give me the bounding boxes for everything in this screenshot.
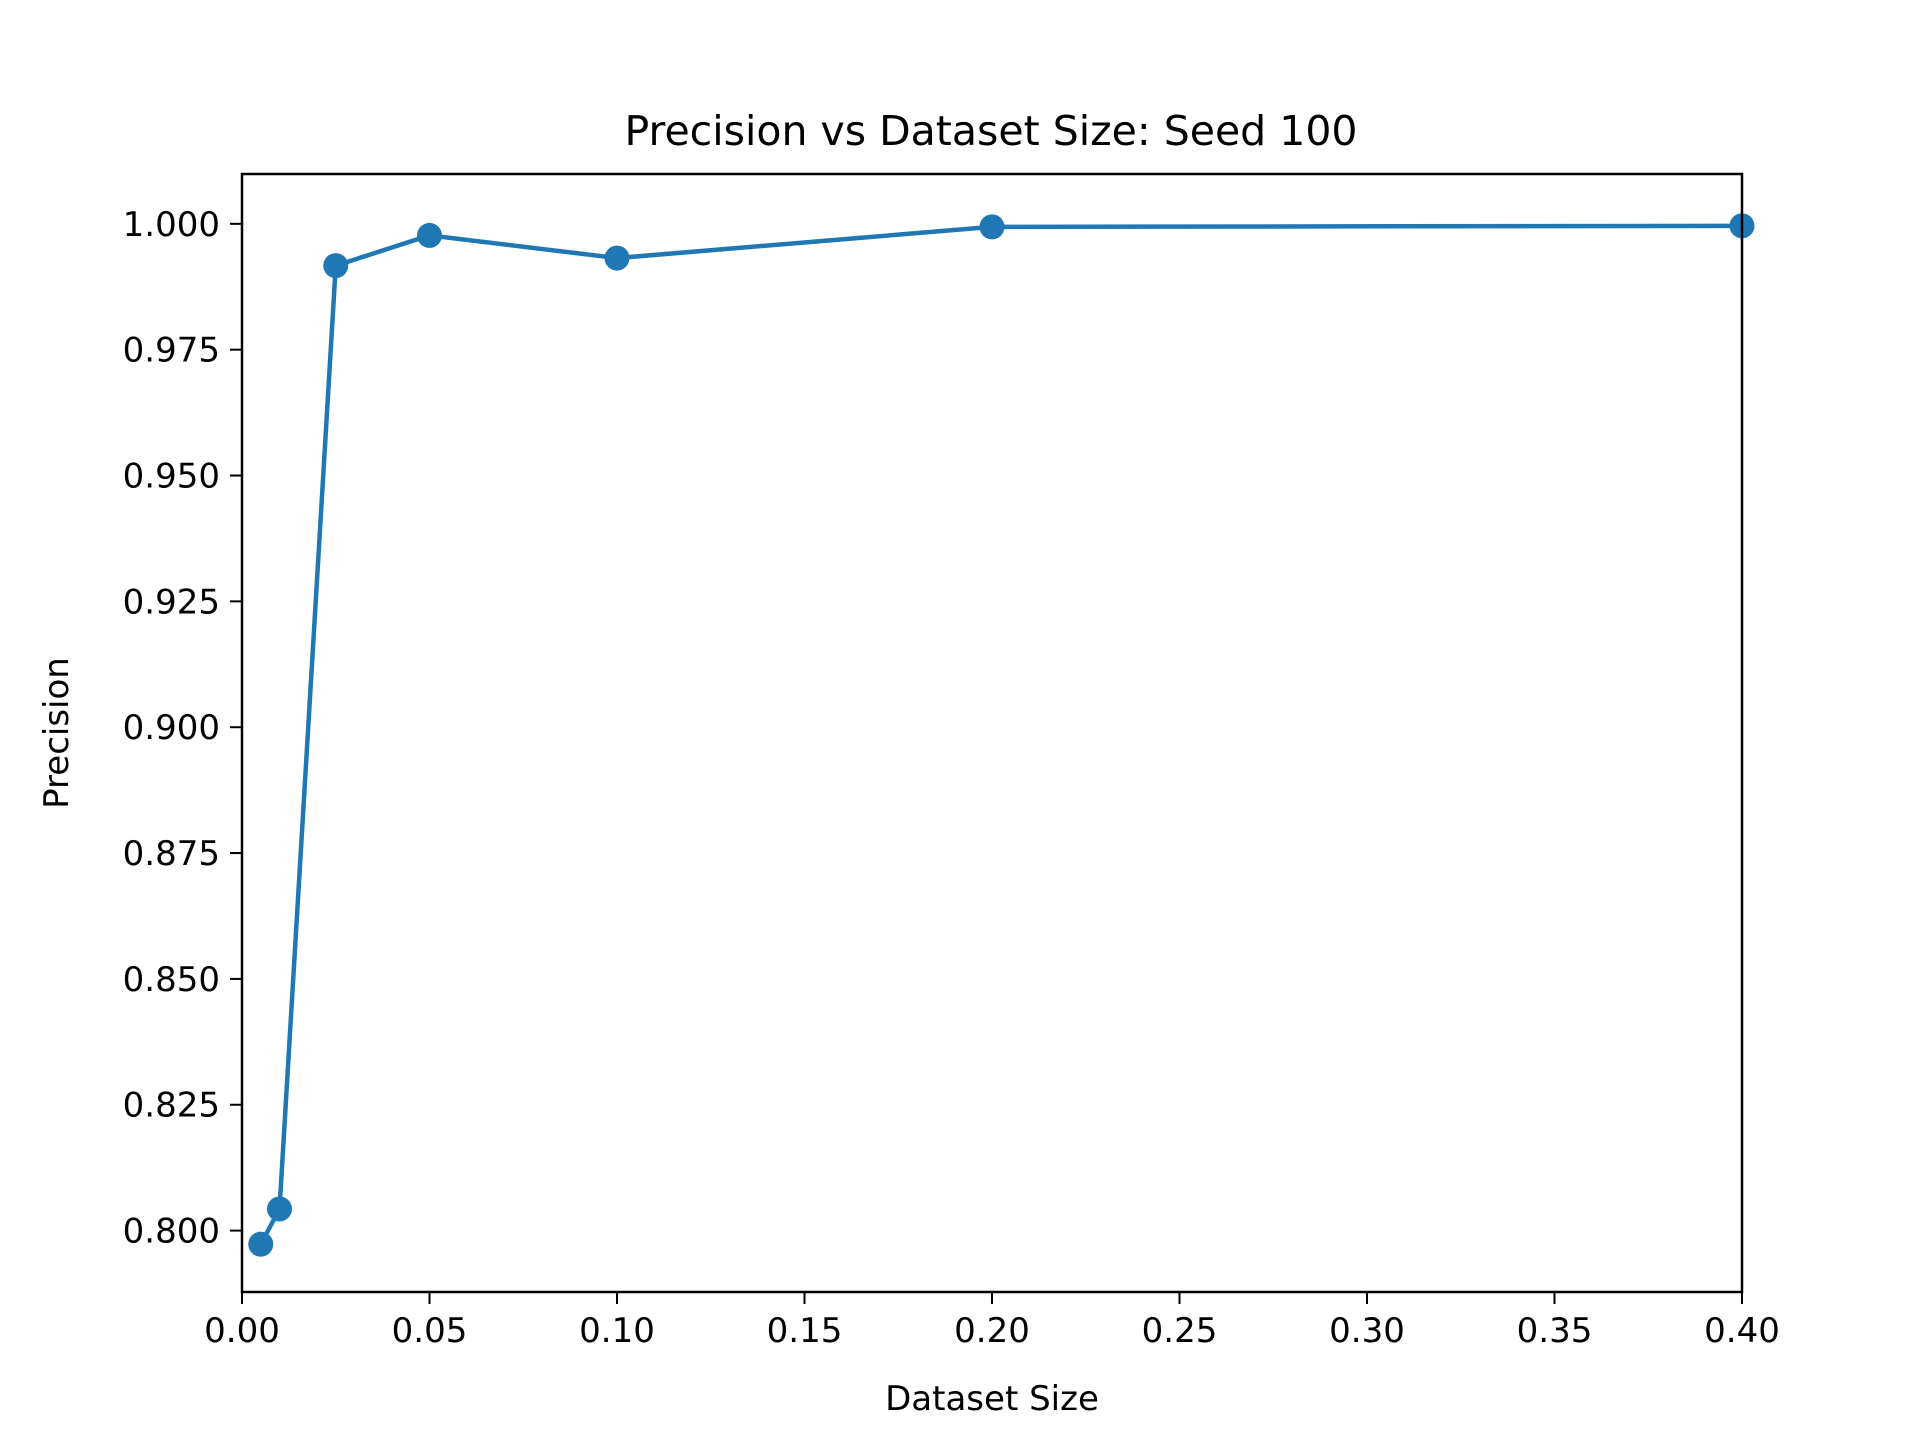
data-point [605, 246, 630, 271]
x-axis-label: Dataset Size [885, 1379, 1099, 1419]
x-tick-label: 0.40 [1704, 1311, 1780, 1351]
x-tick-label: 0.15 [767, 1311, 843, 1351]
x-tick-label: 0.30 [1329, 1311, 1405, 1351]
y-axis-label: Precision [37, 657, 77, 809]
y-tick-label: 0.975 [123, 331, 220, 371]
y-tick-label: 1.000 [123, 205, 220, 245]
data-point [267, 1196, 292, 1221]
x-tick-label: 0.00 [204, 1311, 280, 1351]
data-point [980, 214, 1005, 239]
x-tick-label: 0.20 [954, 1311, 1030, 1351]
x-tick-label: 0.05 [392, 1311, 468, 1351]
x-tick-label: 0.10 [579, 1311, 655, 1351]
chart-title: Precision vs Dataset Size: Seed 100 [624, 107, 1357, 155]
data-point [323, 253, 348, 278]
x-tick-label: 0.35 [1517, 1311, 1593, 1351]
y-tick-label: 0.825 [123, 1086, 220, 1126]
data-point [417, 223, 442, 248]
y-tick-label: 0.875 [123, 834, 220, 874]
data-point [248, 1232, 273, 1257]
y-tick-label: 0.925 [123, 582, 220, 622]
y-tick-label: 0.950 [123, 457, 220, 497]
y-tick-label: 0.800 [123, 1212, 220, 1252]
x-tick-label: 0.25 [1142, 1311, 1218, 1351]
y-tick-label: 0.900 [123, 708, 220, 748]
y-tick-label: 0.850 [123, 960, 220, 1000]
